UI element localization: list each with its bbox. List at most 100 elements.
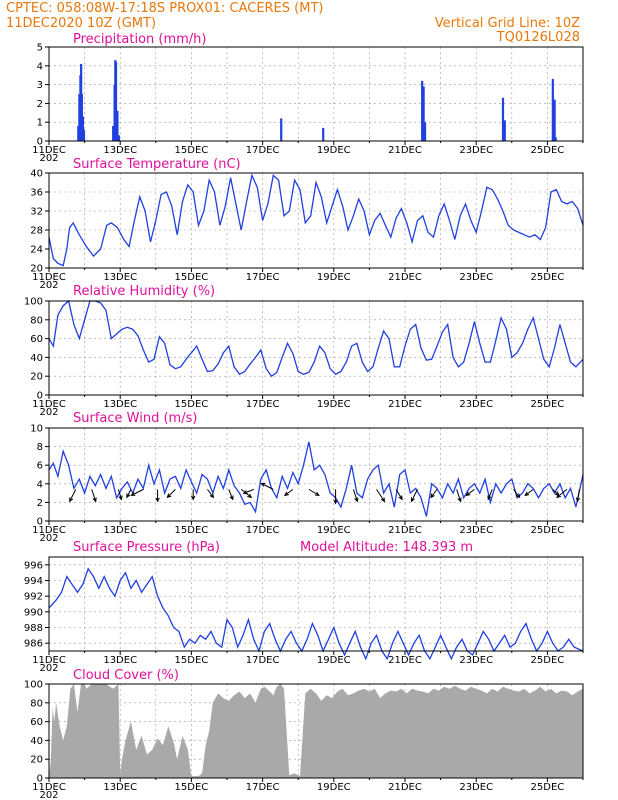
x-tick-label: 25DEC (531, 272, 565, 283)
header-model-id: TQ0126L028 (496, 30, 580, 45)
x-tick-label: 15DEC (175, 782, 209, 793)
y-tick-label: 60 (30, 717, 43, 728)
y-tick-label: 6 (37, 461, 43, 472)
y-tick-label: 2 (37, 498, 43, 509)
pressure-title: Surface Pressure (hPa) (73, 540, 220, 555)
wind-arrow (487, 489, 493, 501)
wind-arrow (228, 489, 234, 501)
x-year-label: 202 (39, 533, 58, 544)
y-tick-label: 1 (37, 118, 43, 129)
cloud-cover-panel: Cloud Cover (%) 0 20 40 60 80 100 11DEC 13DEC 15… (24, 668, 584, 800)
x-tick-label: 11DEC (32, 399, 66, 410)
header-station-line: CPTEC: 058:08W-17:18S PROX01: CACERES (M… (6, 1, 323, 16)
y-tick-label: 80 (30, 315, 43, 326)
x-tick-label: 11DEC (32, 145, 66, 156)
x-year-label: 202 (39, 280, 58, 291)
x-tick-label: 25DEC (531, 145, 565, 156)
y-tick-label: 60 (30, 334, 43, 345)
wind-arrow (376, 489, 386, 503)
panel-frame (48, 556, 584, 652)
y-tick-label: 3 (37, 80, 43, 91)
y-tick-label: 988 (24, 623, 43, 634)
y-tick-label: 994 (24, 576, 43, 587)
x-tick-label: 21DEC (388, 399, 422, 410)
y-tick-label: 4 (37, 61, 43, 72)
x-tick-label: 23DEC (459, 655, 493, 666)
cloud-cover-area (49, 684, 583, 778)
y-tick-label: 8 (37, 442, 43, 453)
x-tick-label: 23DEC (459, 782, 493, 793)
y-tick-label: 0 (37, 517, 43, 528)
wind-arrow (242, 488, 254, 495)
y-tick-label: 990 (24, 607, 43, 618)
temperature-title: Surface Temperature (nC) (73, 157, 241, 172)
pressure-panel: Surface Pressure (hPa) Model Altitude: 1… (24, 540, 584, 674)
x-tick-label: 21DEC (388, 145, 422, 156)
x-year-label: 202 (39, 407, 58, 418)
wind-arrow (333, 489, 338, 505)
wind-arrow (166, 489, 176, 499)
series-line (48, 299, 584, 378)
x-tick-label: 15DEC (175, 525, 209, 536)
x-tick-label: 13DEC (103, 782, 137, 793)
wind-arrow (207, 489, 215, 499)
wind-arrow (395, 489, 403, 501)
x-tick-label: 13DEC (103, 655, 137, 666)
x-tick-label: 17DEC (246, 525, 280, 536)
y-tick-label: 100 (24, 680, 43, 691)
wind-arrow (575, 489, 581, 503)
temperature-panel: Surface Temperature (nC) 20 24 28 32 36 40 11D… (30, 157, 584, 291)
panel-frame (48, 427, 584, 522)
precip-bar (114, 62, 118, 141)
x-tick-label: 15DEC (175, 145, 209, 156)
x-tick-label: 17DEC (246, 272, 280, 283)
precip-bar (421, 80, 424, 141)
x-tick-label: 19DEC (317, 525, 351, 536)
x-tick-label: 25DEC (531, 782, 565, 793)
x-tick-label: 25DEC (531, 655, 565, 666)
x-tick-label: 11DEC (32, 655, 66, 666)
x-tick-label: 13DEC (103, 525, 137, 536)
y-tick-label: 992 (24, 592, 43, 603)
x-tick-label: 23DEC (459, 525, 493, 536)
panel-frame (48, 683, 584, 779)
precip-bar (117, 135, 120, 141)
precip-bar (112, 125, 115, 141)
series-line (48, 173, 584, 267)
y-tick-label: 0 (37, 774, 43, 785)
wind-arrow (283, 488, 294, 497)
x-tick-label: 13DEC (103, 272, 137, 283)
y-tick-label: 996 (24, 560, 43, 571)
precip-bar (322, 127, 325, 141)
wind-arrow (456, 489, 462, 503)
wind-arrow (465, 488, 475, 497)
x-tick-label: 17DEC (246, 782, 280, 793)
x-tick-label: 19DEC (317, 782, 351, 793)
header-vertical-grid-note: Vertical Grid Line: 10Z (435, 16, 580, 31)
y-tick-label: 40 (30, 353, 43, 364)
x-tick-label: 15DEC (175, 655, 209, 666)
x-tick-label: 15DEC (175, 399, 209, 410)
wind-arrow (126, 489, 132, 499)
y-tick-label: 986 (24, 639, 43, 650)
x-tick-label: 19DEC (317, 145, 351, 156)
x-year-label: 202 (39, 790, 58, 800)
wind-arrow (556, 488, 568, 499)
y-tick-label: 0 (37, 391, 43, 402)
precip-bar (423, 122, 427, 141)
y-tick-label: 20 (30, 264, 43, 275)
y-tick-label: 5 (37, 43, 43, 54)
wind-arrow (117, 489, 123, 501)
x-tick-label: 23DEC (459, 272, 493, 283)
y-tick-label: 20 (30, 372, 43, 383)
x-year-label: 202 (39, 663, 58, 674)
panel-frame (48, 46, 584, 142)
y-tick-label: 80 (30, 698, 43, 709)
precip-bar (422, 86, 425, 141)
x-year-label: 202 (39, 153, 58, 164)
wind-arrow (513, 489, 521, 499)
y-tick-label: 28 (30, 226, 43, 237)
model-altitude-note: Model Altitude: 148.393 m (300, 540, 473, 555)
wind-arrow (91, 489, 97, 503)
